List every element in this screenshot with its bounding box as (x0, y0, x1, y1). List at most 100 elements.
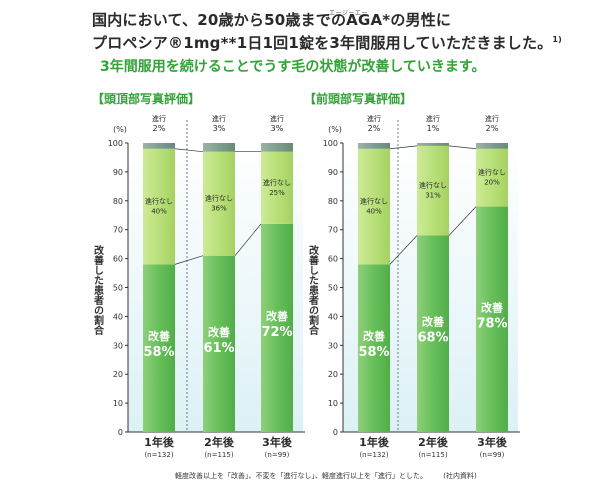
panel-2-label-nochange-value: 40% (366, 208, 382, 216)
panel-1-label-progress-value: 3% (213, 124, 226, 133)
panel-1-label-improve-value: 72% (261, 325, 292, 340)
panel-2-label-improve-value: 58% (358, 345, 389, 360)
panel-2-y-tick-label: 10 (328, 399, 338, 408)
panel-1-label-progress-name: 進行 (152, 114, 166, 123)
panel-2-bar-progress (476, 143, 508, 149)
panel-2-label-progress-name: 進行 (367, 114, 381, 123)
panel-2-bar-nochange (476, 148, 508, 207)
panel-2-title: 【前頭部写真評価】 (304, 91, 412, 106)
panel-1-n-label: (n=132) (144, 451, 173, 459)
panel-1-label-nochange-name: 進行なし (145, 197, 173, 206)
panel-1-y-tick-label: 50 (113, 284, 123, 293)
panel-2-label-progress-value: 1% (427, 124, 440, 133)
panel-1-n-label: (n=115) (204, 451, 233, 459)
panel-1-label-progress-value: 2% (153, 124, 166, 133)
panel-1-bar-improve (143, 264, 175, 432)
panel-1-y-tick-label: 100 (108, 139, 123, 148)
panel-2-connector-nochange (389, 145, 418, 150)
panel-1-connector-improve (234, 223, 262, 256)
panel-2-y-tick-label: 90 (328, 168, 338, 177)
panel-2-y-tick-label: 0 (333, 428, 338, 437)
panel-1-category-label: 1年後 (144, 435, 175, 449)
panel-2-label-progress-name: 進行 (485, 114, 499, 123)
panel-1-label-improve-name: 改善 (266, 309, 288, 323)
panel-1-y-tick-label: 40 (113, 312, 123, 321)
panel-2-label-improve-name: 改善 (422, 315, 444, 329)
panel-2-label-improve-value: 78% (476, 316, 507, 331)
panel-2-label-improve-value: 68% (417, 331, 448, 346)
panel-2-label-nochange-name: 進行なし (360, 197, 388, 206)
panel-2-y-tick-label: 20 (328, 370, 338, 379)
panel-2-connector-improve (448, 206, 477, 236)
panel-1-bar-nochange (261, 151, 293, 224)
panel-2-category-label: 1年後 (359, 435, 390, 449)
panel-1-y-tick-label: 70 (113, 226, 123, 235)
panel-1-y-tick-label: 0 (118, 428, 123, 437)
panel-1-n-label: (n=99) (265, 451, 290, 459)
panel-1-label-nochange-name: 進行なし (205, 194, 233, 203)
panel-2-y-unit: (%) (328, 125, 342, 134)
panel-2-n-label: (n=132) (359, 451, 388, 459)
panel-1-label-improve-name: 改善 (148, 329, 170, 343)
panel-2-y-tick-label: 40 (328, 312, 338, 321)
panel-1-bar-improve (203, 255, 235, 432)
footnote: 軽度改善以上を「改善」、不変を「進行なし」、軽度進行以上を「進行」とした。 (175, 472, 427, 480)
subtitle: 3年間服用を続けることでうす毛の状態が改善していきます。 (100, 59, 486, 75)
panel-1-bar-nochange (143, 148, 175, 265)
panel-1-label-improve-name: 改善 (208, 325, 230, 339)
panel-1-y-axis-label: 改善した患者の割合 (92, 244, 105, 336)
panel-2-connector-improve (389, 235, 418, 265)
panel-2-label-improve-name: 改善 (481, 300, 503, 314)
panel-1-connector-nochange (174, 148, 204, 153)
panel-2-y-tick-label: 70 (328, 226, 338, 235)
headline-line-2: プロペシア®1mg**1日1回1錠を3年間服用していただきました。1) (92, 30, 562, 53)
headline-reference: 1) (552, 35, 563, 44)
panel-1-label-improve-value: 58% (143, 345, 174, 360)
panel-1-label-nochange-name: 進行なし (263, 178, 291, 187)
panel-1-bar-nochange (203, 151, 235, 256)
panel-1-label-nochange-value: 40% (151, 208, 167, 216)
panel-1-label-nochange-value: 36% (211, 205, 227, 213)
aga-ruby: エージーエー (329, 10, 368, 17)
panel-2-bar-progress (358, 143, 390, 149)
panel-2-y-tick-label: 30 (328, 341, 338, 350)
source-note: (社内資料) (443, 472, 477, 480)
panel-2-label-nochange-name: 進行なし (478, 168, 506, 177)
panel-2-y-tick-label: 100 (323, 139, 338, 148)
panel-1-label-improve-value: 61% (203, 341, 234, 356)
panel-1-title: 【頭頂部写真評価】 (92, 91, 200, 106)
panel-2-n-label: (n=99) (480, 451, 505, 459)
panel-1-label-nochange-value: 25% (269, 189, 285, 197)
panel-2-y-tick-label: 60 (328, 255, 338, 264)
panel-2-label-progress-value: 2% (368, 124, 381, 133)
panel-1-bar-progress (203, 143, 235, 152)
panel-2-bar-progress (417, 143, 449, 146)
panel-2-label-nochange-name: 進行なし (419, 181, 447, 190)
panel-2-category-label: 3年後 (477, 435, 508, 449)
panel-1-y-tick-label: 60 (113, 255, 123, 264)
panel-1-y-unit: (%) (113, 125, 127, 134)
headline-line-2-text: プロペシア®1mg**1日1回1錠を3年間服用していただきました。 (92, 34, 553, 52)
panel-2-bar-improve (476, 206, 508, 432)
panel-2-connector-nochange (448, 145, 477, 150)
panel-2-label-progress-name: 進行 (426, 114, 440, 123)
panel-1-y-tick-label: 30 (113, 341, 123, 350)
panel-1-bar-progress (143, 143, 175, 149)
panel-1-y-tick-label: 10 (113, 399, 123, 408)
panel-1-label-progress-name: 進行 (212, 114, 226, 123)
panel-2-label-improve-name: 改善 (363, 329, 385, 343)
panel-2-n-label: (n=115) (418, 451, 447, 459)
panel-2-label-progress-value: 2% (486, 124, 499, 133)
panel-1-category-label: 3年後 (262, 435, 293, 449)
panel-2-bar-nochange (358, 148, 390, 265)
panel-1-bar-improve (261, 223, 293, 432)
panel-1-label-progress-value: 3% (271, 124, 284, 133)
headline: エージーエー 国内において、20歳から50歳までのAGA*の男性に プロペシア®… (92, 10, 562, 53)
panel-2-category-label: 2年後 (418, 435, 449, 449)
panel-2-y-tick-label: 50 (328, 284, 338, 293)
panel-2-bar-improve (358, 264, 390, 432)
panel-1-category-label: 2年後 (204, 435, 235, 449)
panel-2-y-axis-label: 改善した患者の割合 (307, 244, 320, 336)
panel-2-label-nochange-value: 31% (425, 192, 441, 200)
